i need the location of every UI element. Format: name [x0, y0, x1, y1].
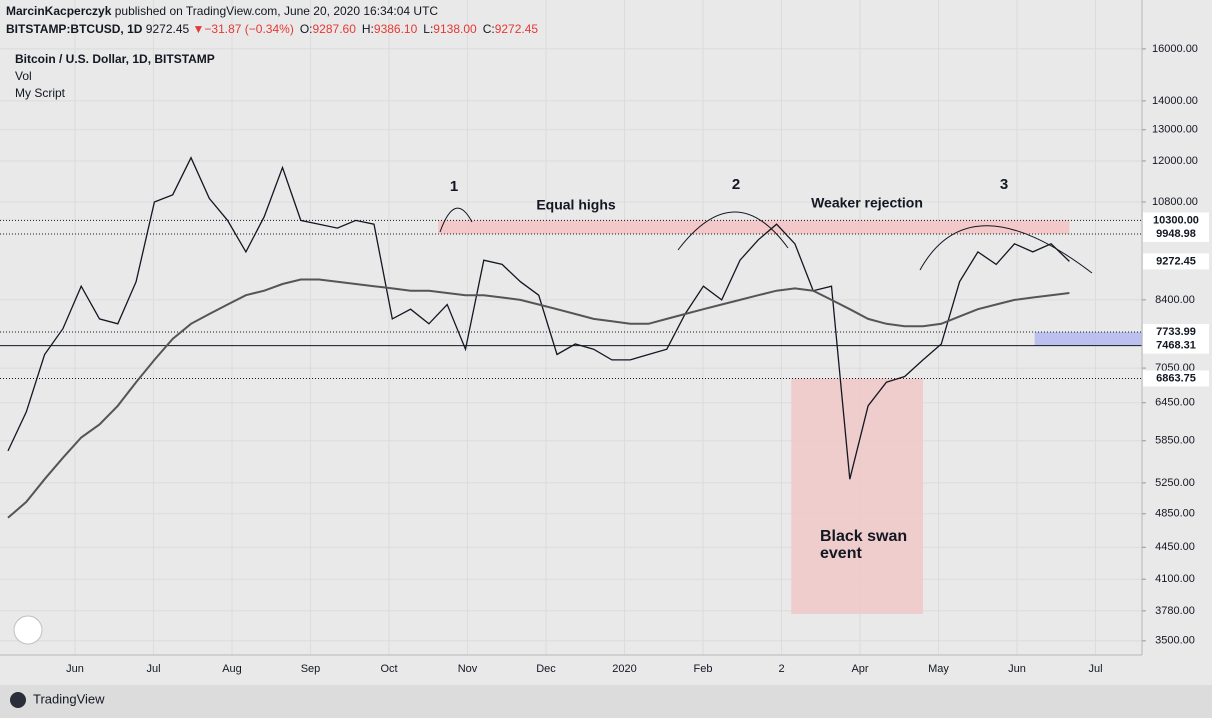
x-tick-label: Aug — [222, 663, 242, 675]
ohlc-label: L: — [423, 22, 433, 36]
y-tick-label: 3780.00 — [1155, 605, 1195, 617]
ohlc-value: 9272.45 — [495, 22, 539, 36]
ohlc-label: C: — [483, 22, 495, 36]
x-tick-label: Feb — [694, 663, 713, 675]
price-line — [7, 156, 1070, 480]
x-tick-label: Sep — [301, 663, 321, 675]
price-label-box — [1143, 212, 1209, 229]
header-line: BITSTAMP:BTCUSD, 1D 9272.45 ▼−31.87 (−0.… — [6, 22, 538, 36]
annotation: Black swan event — [820, 528, 908, 562]
price-label-box — [1143, 370, 1209, 387]
price-label-box — [1143, 324, 1209, 341]
y-tick-label: 8400.00 — [1155, 294, 1195, 306]
annotation: Weaker rejection — [811, 195, 923, 211]
zone — [1034, 332, 1142, 346]
price-label: 9272.45 — [1156, 255, 1196, 267]
annotation-box: Black swan event — [820, 528, 908, 562]
price-label: 10300.00 — [1153, 214, 1199, 226]
arc — [439, 207, 473, 233]
x-tick-label: Jun — [66, 663, 84, 675]
x-tick-label: Oct — [380, 663, 397, 675]
watermark-logo — [13, 615, 43, 645]
y-tick-label: 4450.00 — [1155, 541, 1195, 553]
arc — [677, 211, 789, 251]
arrow: ▼ — [193, 22, 205, 36]
y-tick-label: 16000.00 — [1152, 43, 1198, 55]
x-tick-label: 2020 — [612, 663, 636, 675]
y-tick-label: 4100.00 — [1155, 573, 1195, 585]
x-tick-label: Jul — [1088, 663, 1102, 675]
arc — [919, 225, 1093, 274]
y-tick-label: 6450.00 — [1155, 397, 1195, 409]
x-tick-label: Jul — [146, 663, 160, 675]
y-tick-label: 10800.00 — [1152, 196, 1198, 208]
price-label: 7733.99 — [1156, 326, 1196, 338]
annotation: 2 — [732, 176, 740, 193]
y-tick-label: 5850.00 — [1155, 435, 1195, 447]
x-tick-label: Apr — [851, 663, 868, 675]
ohlc-label: O: — [300, 22, 313, 36]
change: −31.87 (−0.34%) — [204, 22, 293, 36]
ohlc-label: H: — [362, 22, 374, 36]
ohlc-value: 9287.60 — [313, 22, 357, 36]
zone — [791, 378, 923, 614]
annotation: Equal highs — [536, 197, 616, 213]
last-price: 9272.45 — [146, 22, 190, 36]
price-label-box — [1143, 337, 1209, 354]
legend-item: Bitcoin / U.S. Dollar, 1D, BITSTAMP — [15, 52, 215, 66]
legend-item: Vol — [15, 69, 32, 83]
author: MarcinKacperczyk — [6, 4, 112, 18]
x-tick-label: Jun — [1008, 663, 1026, 675]
y-tick-label: 12000.00 — [1152, 155, 1198, 167]
price-label: 6863.75 — [1156, 372, 1196, 384]
x-tick-label: Dec — [536, 663, 556, 675]
y-tick-label: 4850.00 — [1155, 508, 1195, 520]
symbol: BITSTAMP:BTCUSD, 1D — [6, 22, 143, 36]
zone — [438, 220, 1070, 234]
logo — [10, 692, 26, 708]
annotation: 3 — [1000, 176, 1008, 193]
y-tick-label: 13000.00 — [1152, 124, 1198, 136]
y-tick-label: 5250.00 — [1155, 477, 1195, 489]
x-tick-label: May — [928, 663, 949, 675]
header-line: MarcinKacperczyk published on TradingVie… — [6, 4, 438, 18]
footer-text: TradingView — [33, 691, 105, 706]
price-label: 9948.98 — [1156, 228, 1196, 240]
legend-item: My Script — [15, 86, 66, 100]
ohlc-value: 9138.00 — [433, 22, 477, 36]
price-label-box — [1143, 253, 1209, 270]
price-label-box — [1143, 225, 1209, 242]
x-tick-label: 2 — [778, 663, 784, 675]
footer — [0, 685, 1212, 718]
published: published on TradingView.com, June 20, 2… — [115, 4, 439, 18]
annotation: 1 — [450, 178, 458, 195]
price-label: 7468.31 — [1156, 340, 1196, 352]
x-tick-label: Nov — [458, 663, 478, 675]
price-line — [7, 278, 1070, 519]
y-tick-label: 14000.00 — [1152, 95, 1198, 107]
ohlc-value: 9386.10 — [374, 22, 418, 36]
y-tick-label: 3500.00 — [1155, 635, 1195, 647]
